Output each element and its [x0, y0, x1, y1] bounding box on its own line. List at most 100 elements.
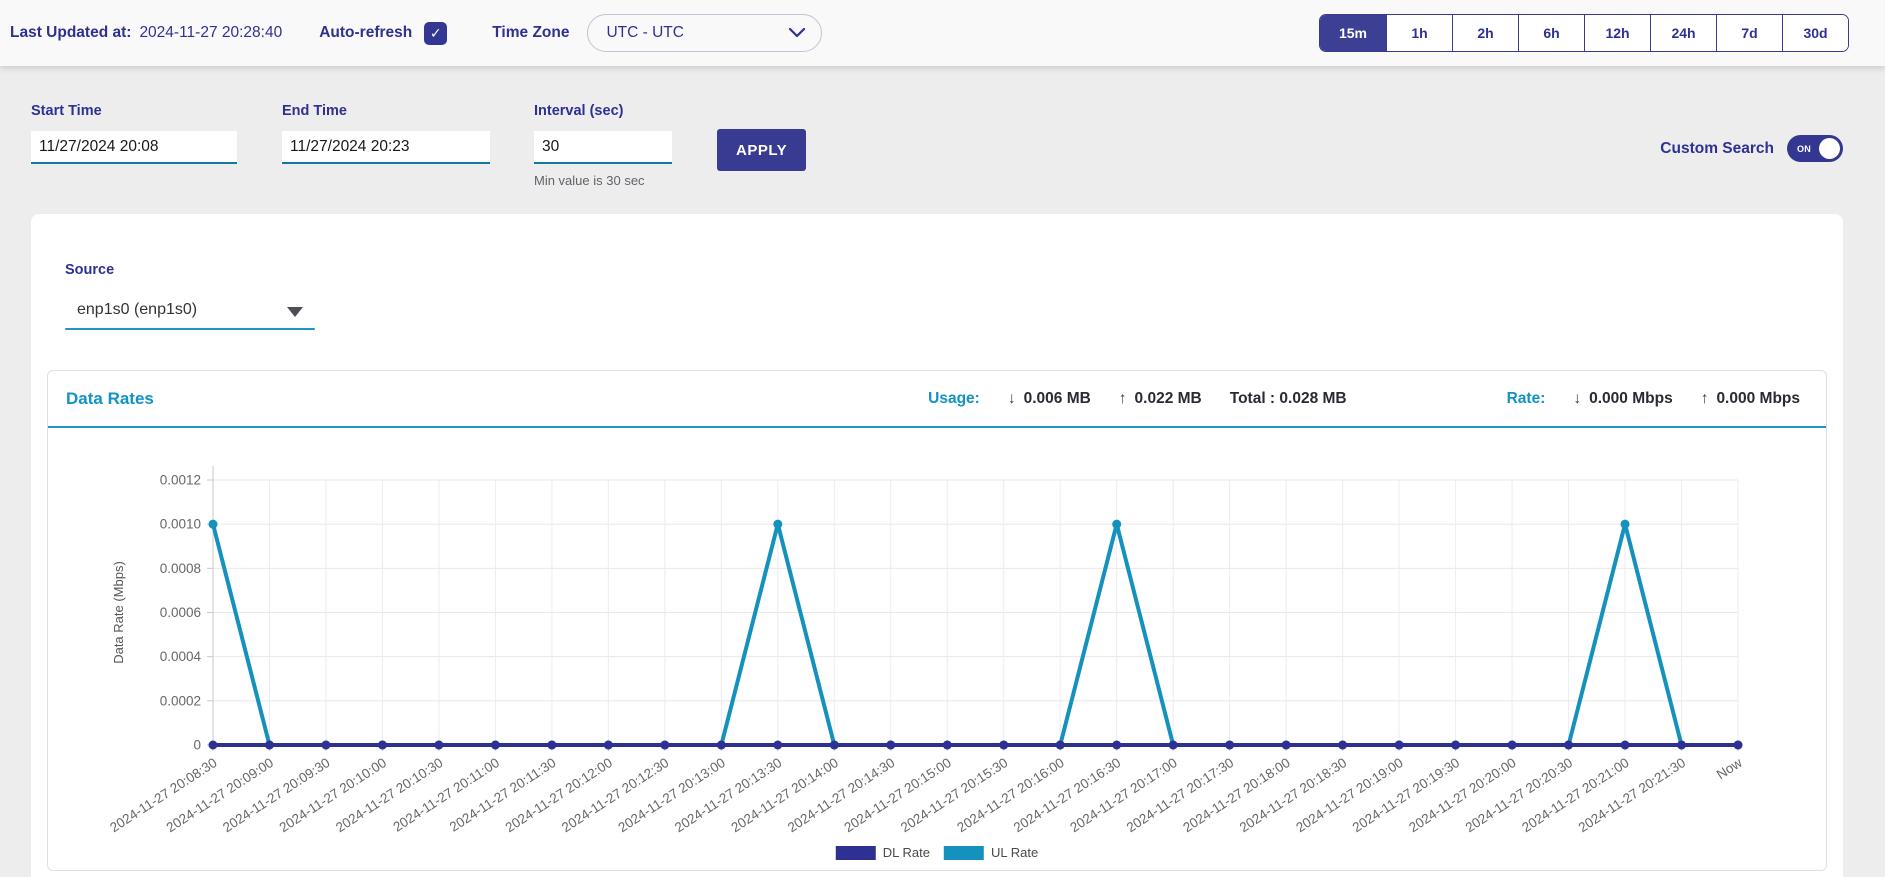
data-rates-panel: Data Rates Usage: ↓ 0.006 MB ↑ 0.022 MB …	[47, 370, 1827, 871]
last-updated-label: Last Updated at:	[10, 24, 131, 42]
dl-rate-point	[1621, 741, 1630, 750]
range-button-15m[interactable]: 15m	[1320, 15, 1386, 51]
svg-text:0.0004: 0.0004	[160, 649, 202, 664]
panel-title: Data Rates	[66, 389, 154, 409]
custom-search-toggle[interactable]: ON	[1787, 135, 1843, 162]
top-bar: Last Updated at: 2024-11-27 20:28:40 Aut…	[0, 0, 1885, 66]
dl-rate-point	[1734, 741, 1743, 750]
legend-label: DL Rate	[883, 845, 930, 860]
svg-text:2024-11-27 20:10:30: 2024-11-27 20:10:30	[333, 755, 445, 835]
dl-rate-point	[1395, 741, 1404, 750]
end-time-input[interactable]	[282, 131, 490, 164]
toggle-knob	[1819, 138, 1840, 159]
dl-rate-point	[604, 741, 613, 750]
dl-rate-point	[1282, 741, 1291, 750]
download-arrow-icon: ↓	[1573, 390, 1581, 408]
svg-text:Now: Now	[1714, 755, 1745, 782]
dl-rate-point	[265, 741, 274, 750]
chart-gridlines	[213, 480, 1738, 745]
timezone-value: UTC - UTC	[606, 24, 789, 42]
interval-input[interactable]	[534, 131, 672, 164]
toggle-on-text: ON	[1797, 144, 1811, 154]
timezone-select[interactable]: UTC - UTC	[587, 14, 822, 52]
ul-rate-point	[1112, 520, 1121, 529]
x-axis-labels: 2024-11-27 20:08:302024-11-27 20:09:0020…	[107, 755, 1745, 835]
usage-upload-value: 0.022 MB	[1135, 390, 1202, 408]
dl-rate-point	[717, 741, 726, 750]
rate-download-value: 0.000 Mbps	[1589, 390, 1673, 408]
legend-item-dl-rate[interactable]: DL Rate	[836, 845, 930, 860]
y-axis-title: Data Rate (Mbps)	[111, 561, 126, 664]
legend-swatch	[836, 846, 876, 860]
rate-upload-value: 0.000 Mbps	[1716, 390, 1800, 408]
chart-legend: DL Rate UL Rate	[836, 845, 1038, 860]
dl-rate-point	[773, 741, 782, 750]
dl-rate-point	[1451, 741, 1460, 750]
dl-rate-series	[209, 741, 1743, 750]
dl-rate-point	[1677, 741, 1686, 750]
data-rates-header: Data Rates Usage: ↓ 0.006 MB ↑ 0.022 MB …	[48, 371, 1826, 428]
upload-arrow-icon: ↑	[1119, 390, 1127, 408]
dl-rate-point	[1225, 741, 1234, 750]
range-button-12h[interactable]: 12h	[1584, 15, 1650, 51]
source-label: Source	[65, 262, 315, 278]
chevron-down-icon	[789, 28, 805, 38]
timezone-label: Time Zone	[492, 24, 569, 42]
dl-rate-point	[1564, 741, 1573, 750]
svg-text:0.0012: 0.0012	[160, 473, 201, 488]
dl-rate-point	[547, 741, 556, 750]
ul-rate-line	[213, 524, 1738, 745]
range-button-7d[interactable]: 7d	[1716, 15, 1782, 51]
dl-rate-point	[830, 741, 839, 750]
chart-axes	[207, 466, 1738, 751]
usage-download-value: 0.006 MB	[1024, 390, 1091, 408]
interval-label: Interval (sec)	[534, 103, 672, 119]
dl-rate-point	[1508, 741, 1517, 750]
upload-arrow-icon: ↑	[1701, 390, 1709, 408]
source-select[interactable]: enp1s0 (enp1s0)	[65, 292, 315, 330]
apply-button[interactable]: APPLY	[717, 129, 806, 171]
check-icon: ✓	[430, 25, 442, 42]
start-time-input[interactable]	[31, 131, 237, 164]
last-updated-value: 2024-11-27 20:28:40	[139, 24, 282, 42]
dl-rate-point	[1338, 741, 1347, 750]
svg-text:0.0006: 0.0006	[160, 605, 201, 620]
time-range-button-group: 15m1h2h6h12h24h7d30d	[1319, 14, 1849, 52]
svg-text:0: 0	[193, 738, 201, 753]
source-underline	[65, 328, 315, 330]
interval-hint: Min value is 30 sec	[534, 173, 672, 188]
auto-refresh-label: Auto-refresh	[319, 24, 412, 42]
chart-area: 0 0.0002 0.0004 0.0006 0.0008 0.0010 0.0012 202…	[48, 430, 1826, 870]
svg-text:0.0002: 0.0002	[160, 693, 201, 708]
dl-rate-point	[886, 741, 895, 750]
dl-rate-point	[1169, 741, 1178, 750]
filter-bar: Start Time End Time Interval (sec) Min v…	[0, 66, 1885, 200]
range-button-30d[interactable]: 30d	[1782, 15, 1848, 51]
svg-text:0.0008: 0.0008	[160, 561, 201, 576]
dl-rate-point	[434, 741, 443, 750]
ul-rate-point	[1621, 520, 1630, 529]
dl-rate-point	[943, 741, 952, 750]
dl-rate-point	[1056, 741, 1065, 750]
custom-search-label: Custom Search	[1660, 140, 1774, 158]
range-button-1h[interactable]: 1h	[1386, 15, 1452, 51]
usage-total-value: Total : 0.028 MB	[1230, 390, 1347, 408]
start-time-label: Start Time	[31, 103, 237, 119]
auto-refresh-checkbox[interactable]: ✓	[424, 22, 447, 45]
source-value: enp1s0 (enp1s0)	[65, 292, 315, 328]
download-arrow-icon: ↓	[1008, 390, 1016, 408]
dl-rate-point	[378, 741, 387, 750]
svg-text:0.0010: 0.0010	[160, 517, 201, 532]
ul-rate-point	[773, 520, 782, 529]
range-button-24h[interactable]: 24h	[1650, 15, 1716, 51]
y-axis-labels: 0 0.0002 0.0004 0.0006 0.0008 0.0010 0.0012	[160, 473, 202, 753]
svg-text:2024-11-27 20:21:30: 2024-11-27 20:21:30	[1576, 755, 1688, 835]
end-time-label: End Time	[282, 103, 490, 119]
legend-item-ul-rate[interactable]: UL Rate	[944, 845, 1038, 860]
range-button-6h[interactable]: 6h	[1518, 15, 1584, 51]
dl-rate-point	[1112, 741, 1121, 750]
dl-rate-point	[999, 741, 1008, 750]
range-button-2h[interactable]: 2h	[1452, 15, 1518, 51]
legend-swatch	[944, 846, 984, 860]
dl-rate-point	[321, 741, 330, 750]
